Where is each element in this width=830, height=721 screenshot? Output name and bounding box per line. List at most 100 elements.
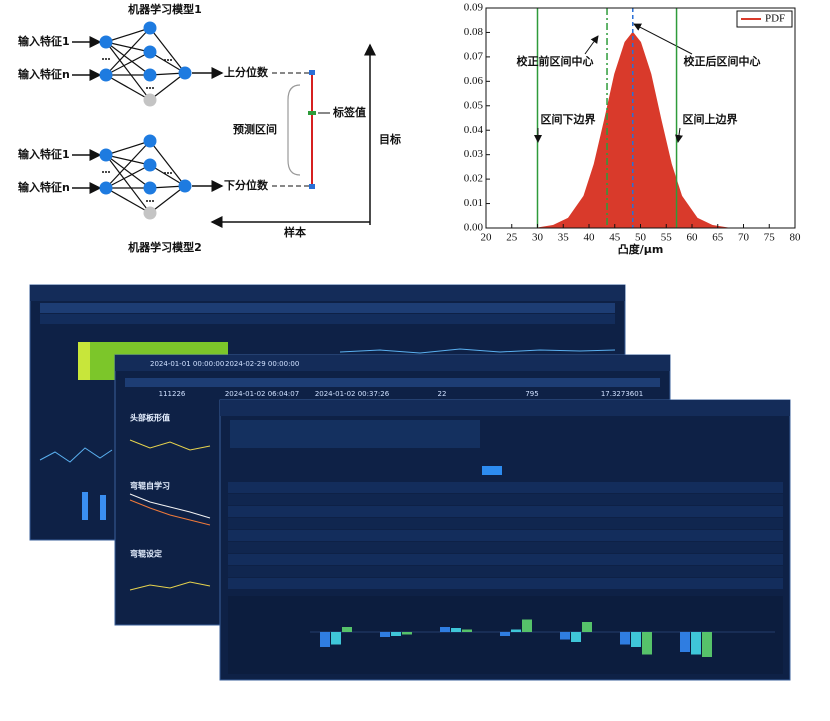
x-tick-label: 45	[609, 232, 621, 244]
dot	[152, 87, 154, 89]
annotation: 校正前区间中心	[517, 54, 594, 68]
node	[99, 148, 113, 162]
bar	[571, 632, 581, 642]
dot	[149, 200, 151, 202]
dot	[108, 58, 110, 60]
x-tick-label: 25	[506, 232, 518, 244]
node	[143, 158, 157, 172]
brace	[287, 84, 301, 176]
edge	[105, 51, 151, 76]
bar	[402, 632, 412, 635]
bar	[342, 627, 352, 632]
y-tick-label: 0.02	[464, 173, 483, 185]
dot	[170, 172, 172, 174]
input-label: 输入特征n	[18, 180, 70, 194]
dot	[105, 58, 107, 60]
edge	[149, 140, 186, 187]
bar	[500, 632, 510, 636]
table-cell: 2024-01-02 06:04:07	[225, 390, 299, 398]
x-tick-label: 60	[687, 232, 699, 244]
x-tick-label: 75	[764, 232, 776, 244]
bar	[391, 632, 401, 636]
edge	[105, 41, 151, 101]
edge	[149, 185, 186, 214]
edge	[105, 154, 151, 166]
table-row	[228, 506, 783, 517]
model-title: 机器学习模型1	[128, 2, 202, 16]
table-cell: 17.3273601	[601, 390, 643, 398]
edge	[149, 27, 186, 74]
output-label: 上分位数	[224, 65, 269, 79]
table-row	[228, 542, 783, 553]
x-tick-label: 30	[532, 232, 544, 244]
edge	[105, 154, 151, 214]
axis-title: 样本	[284, 225, 306, 239]
dot	[164, 172, 166, 174]
x-tick-label: 35	[558, 232, 570, 244]
interval-end	[309, 184, 315, 189]
bar	[320, 632, 330, 647]
y-tick-label: 0.00	[464, 222, 484, 234]
trend-line	[129, 493, 211, 519]
bar	[380, 632, 390, 637]
dashboard-toolbar	[115, 355, 670, 371]
x-tick-label: 55	[661, 232, 673, 244]
table-header	[125, 378, 660, 387]
bar	[631, 632, 641, 647]
date-start: 2024-01-01 00:00:00	[150, 360, 224, 368]
bar	[691, 632, 701, 655]
y-tick-label: 0.07	[464, 50, 484, 62]
bar	[582, 622, 592, 632]
edge	[149, 51, 186, 74]
input-label: 输入特征1	[18, 147, 70, 161]
x-tick-label: 20	[481, 232, 493, 244]
legend-box	[736, 10, 793, 28]
axis-title: 目标	[379, 132, 401, 146]
section-title: 弯辊自学习	[130, 481, 170, 491]
annotation-arrow	[584, 35, 599, 55]
bar	[522, 619, 532, 632]
trend-line	[129, 439, 211, 451]
section-title: 弯辊设定	[130, 549, 162, 559]
bar	[331, 632, 341, 645]
edge	[105, 27, 151, 43]
edge	[105, 41, 151, 76]
dot	[146, 87, 148, 89]
dashboard-toolbar	[220, 400, 790, 416]
table-row	[228, 530, 783, 541]
dot	[146, 200, 148, 202]
table-cell: 111226	[159, 390, 186, 398]
dot	[108, 171, 110, 173]
form-area	[230, 420, 480, 448]
annotation: 区间下边界	[541, 112, 596, 126]
node	[178, 179, 192, 193]
x-tick-label: 80	[790, 232, 802, 244]
table-row	[228, 494, 783, 505]
mini-bar	[82, 492, 88, 520]
node	[143, 68, 157, 82]
y-tick-label: 0.05	[464, 99, 484, 111]
edge	[105, 27, 151, 76]
trend-line	[129, 581, 211, 591]
x-tick-label: 40	[584, 232, 596, 244]
table-row	[228, 482, 783, 493]
edge	[105, 187, 151, 214]
dot	[152, 200, 154, 202]
y-tick-label: 0.08	[464, 26, 484, 38]
legend-label: PDF	[765, 13, 785, 25]
button	[482, 466, 502, 475]
bar	[680, 632, 690, 652]
table-row	[228, 578, 783, 589]
dot	[167, 59, 169, 61]
annotation-arrow	[675, 127, 683, 143]
table-cell: 2024-01-02 00:37:26	[315, 390, 390, 398]
table-cell: 795	[525, 390, 538, 398]
bar	[511, 629, 521, 632]
table-cell: 22	[438, 390, 447, 398]
dot	[102, 171, 104, 173]
bar	[642, 632, 652, 655]
input-label: 输入特征n	[18, 67, 70, 81]
node	[143, 206, 157, 220]
table-row	[228, 554, 783, 565]
